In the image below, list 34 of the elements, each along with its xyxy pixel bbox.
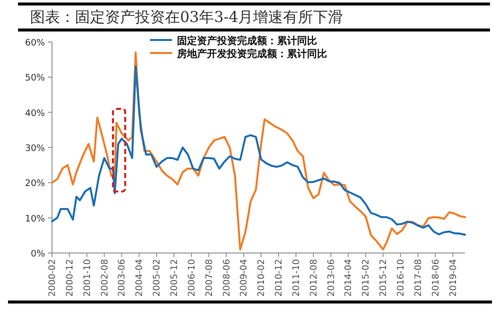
x-tick-label: 2004-04 [135, 258, 146, 297]
x-tick-label: 2012-08 [309, 258, 320, 297]
x-tick-label: 2007-08 [204, 258, 215, 297]
x-tick-label: 2006-10 [187, 258, 198, 297]
chart-title: 图表：固定资产投资在03年3-4月增速有所下滑 [30, 8, 344, 26]
x-tick-label: 2005-02 [152, 259, 163, 297]
x-tick-label: 2001-10 [82, 258, 93, 297]
x-tick-label: 2015-12 [379, 259, 390, 297]
y-tick-label: 30% [24, 144, 46, 154]
x-tick-label: 2010-12 [274, 259, 285, 297]
x-tick-label: 2008-06 [222, 258, 232, 297]
x-tick-label: 2015-02 [362, 259, 372, 297]
x-tick-label: 2011-10 [292, 258, 302, 297]
x-tick-label: 2000-12 [65, 259, 76, 297]
y-tick-label: 20% [24, 179, 46, 190]
x-tick-label: 2014-04 [344, 258, 354, 297]
x-tick-label: 2003-06 [118, 258, 128, 297]
legend-label: 房地产开发投资完成额：累计同比 [176, 48, 327, 60]
y-tick-label: 10% [24, 214, 46, 224]
x-tick-label: 2009-04 [240, 258, 250, 297]
x-tick-label: 2019-04 [448, 258, 459, 297]
x-tick-label: 2013-06 [326, 258, 337, 297]
x-tick-label: 2005-12 [170, 259, 180, 297]
y-tick-label: 60% [24, 38, 46, 48]
legend-label: 固定资产投资完成额：累计同比 [177, 35, 317, 47]
x-tick-label: 2010-02 [257, 259, 268, 297]
x-tick-label: 2017-08 [414, 258, 424, 297]
y-tick-label: 40% [24, 108, 46, 119]
y-tick-label: 50% [24, 74, 46, 84]
x-tick-label: 2016-10 [396, 258, 407, 297]
x-tick-label: 2000-02 [48, 259, 58, 297]
y-tick-label: 0% [30, 250, 46, 260]
x-tick-label: 2018-06 [431, 258, 442, 297]
x-tick-label: 2002-08 [100, 258, 110, 297]
